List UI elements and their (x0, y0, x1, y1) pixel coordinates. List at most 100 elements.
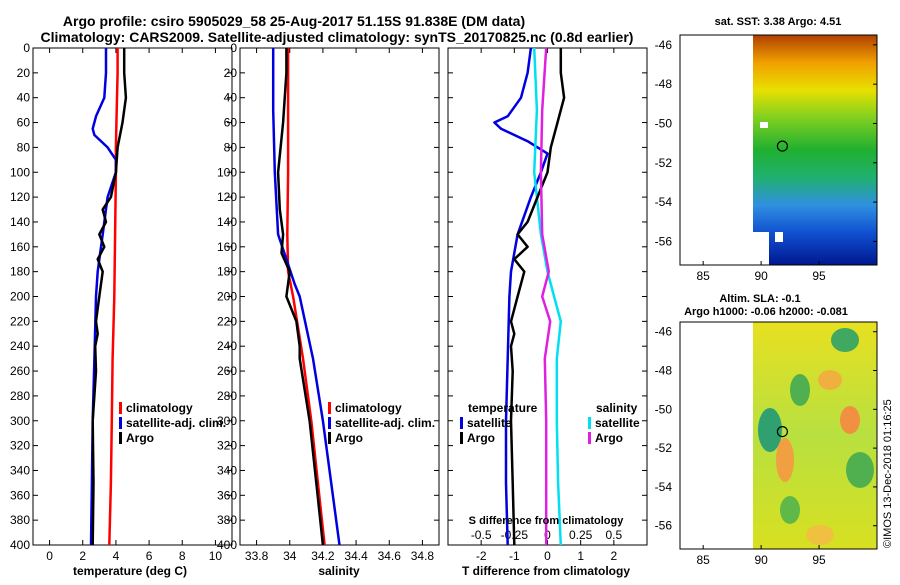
x-tick-label: 1 (577, 549, 584, 563)
map-x-tick-label: 85 (696, 553, 710, 567)
sla-low-anomaly (846, 452, 874, 488)
y-tick-label: 220 (217, 314, 237, 328)
y-tick-label: 380 (217, 513, 237, 527)
y-tick-label: 320 (10, 439, 30, 453)
sla-low-anomaly (831, 328, 859, 352)
series-line-climatology (286, 48, 326, 546)
x-tick-label: -2 (476, 549, 487, 563)
y-tick-label: 200 (10, 290, 30, 304)
map-y-tick-label: -46 (655, 38, 673, 52)
series-line-salinity-argo (539, 47, 552, 545)
difference-xlabel: T difference from climatology (462, 564, 630, 578)
x-tick-label: 2 (79, 549, 86, 563)
x-tick-label: 34.8 (411, 549, 435, 563)
sst-heatmap-field (753, 35, 877, 265)
sla-argo-location-marker (776, 426, 789, 438)
legend-swatch-t-satellite (460, 417, 463, 429)
s-tick-label: 0.5 (605, 528, 622, 542)
legend-label-climatology: climatology (126, 401, 193, 415)
salinity-legend: climatology satellite-adj. clim. Argo (328, 401, 435, 445)
y-tick-label: 360 (217, 488, 237, 502)
sla-map-title: Altim. SLA: -0.1 (719, 293, 800, 305)
y-tick-label: 180 (10, 265, 30, 279)
map-x-tick-label: 95 (812, 269, 826, 283)
map-y-tick-label: -54 (655, 195, 673, 209)
y-tick-label: 60 (224, 116, 238, 130)
legend-label-satellite: satellite-adj. clim. (335, 416, 435, 430)
series-line-argo (276, 48, 325, 546)
map-x-tick-label: 90 (754, 269, 768, 283)
legend-swatch-argo (119, 432, 122, 444)
series-line-climatology (108, 48, 119, 546)
y-tick-label: 380 (10, 513, 30, 527)
map-x-tick-label: 85 (696, 269, 710, 283)
legend-title-salinity: salinity (596, 401, 638, 415)
legend-swatch-climatology (328, 402, 331, 414)
map-y-tick-label: -46 (655, 325, 673, 339)
legend-label-s-argo: Argo (595, 431, 623, 445)
legend-swatch-s-argo (588, 432, 591, 444)
x-tick-label: 33.8 (245, 549, 269, 563)
y-tick-label: 160 (217, 240, 237, 254)
sla-map-subtitle: Argo h1000: -0.06 h2000: -0.081 (684, 306, 848, 318)
y-tick-label: 320 (217, 439, 237, 453)
y-tick-label: 80 (224, 140, 238, 154)
temperature-legend: climatology satellite-adj. clim. Argo (119, 401, 226, 445)
sla-high-anomaly (806, 525, 834, 545)
x-tick-label: 0 (544, 549, 551, 563)
sla-low-anomaly (780, 496, 800, 524)
legend-swatch-s-satellite (588, 417, 591, 429)
sst-missing-patch (775, 232, 783, 242)
sla-low-anomaly (790, 374, 810, 406)
s-difference-label: S difference from climatology (469, 515, 625, 527)
series-line-temperature-satellite (493, 47, 549, 546)
map-y-tick-label: -50 (655, 402, 673, 416)
x-tick-label: 10 (209, 549, 223, 563)
y-tick-label: 20 (224, 66, 238, 80)
sla-low-anomaly (758, 408, 782, 452)
series-line-satellite-adj-clim- (271, 48, 341, 546)
sla-map-frame (679, 321, 878, 550)
legend-label-climatology: climatology (335, 401, 402, 415)
map-y-tick-label: -50 (655, 116, 673, 130)
series-line-temperature-argo (509, 48, 566, 546)
y-tick-label: 60 (17, 116, 31, 130)
y-tick-label: 120 (10, 190, 30, 204)
legend-label-satellite: satellite-adj. clim. (126, 416, 226, 430)
y-tick-label: 160 (10, 240, 30, 254)
map-y-tick-label: -54 (655, 480, 673, 494)
difference-panel: -2 -1 0 1 2 -0.5 -0.25 0 0.25 0.5 T difference f… (447, 47, 648, 578)
y-tick-label: 220 (10, 314, 30, 328)
s-tick-label: 0 (544, 528, 551, 542)
series-line-argo (91, 48, 128, 546)
y-tick-label: 120 (217, 190, 237, 204)
title-line-1: Argo profile: csiro 5905029_58 25-Aug-20… (63, 13, 525, 29)
s-tick-label: -0.5 (471, 528, 492, 542)
legend-label-argo: Argo (126, 431, 154, 445)
y-tick-label: 360 (10, 488, 30, 502)
legend-swatch-argo (328, 432, 331, 444)
map-y-tick-label: -48 (655, 364, 673, 378)
map-y-tick-label: -52 (655, 156, 673, 170)
y-tick-label: 180 (217, 265, 237, 279)
y-tick-label: 0 (23, 41, 30, 55)
sst-map-title: sat. SST: 3.38 Argo: 4.51 (715, 16, 842, 28)
y-tick-label: 260 (10, 364, 30, 378)
y-tick-label: 340 (10, 463, 30, 477)
temperature-plot-frame (32, 47, 233, 546)
difference-legend: temperature satellite Argo salinity sate… (460, 401, 640, 445)
sla-high-anomaly (840, 406, 860, 434)
y-tick-label: 140 (10, 215, 30, 229)
y-tick-label: 240 (217, 339, 237, 353)
salinity-plot-frame (239, 47, 440, 546)
sla-high-anomaly (818, 370, 842, 390)
sst-argo-location-marker (776, 140, 789, 152)
temperature-xlabel: temperature (deg C) (73, 564, 187, 578)
y-tick-label: 400 (10, 538, 30, 552)
y-tick-label: 280 (217, 389, 237, 403)
legend-label-argo: Argo (335, 431, 363, 445)
y-tick-label: 140 (217, 215, 237, 229)
x-tick-label: 0 (46, 549, 53, 563)
y-tick-label: 340 (217, 463, 237, 477)
